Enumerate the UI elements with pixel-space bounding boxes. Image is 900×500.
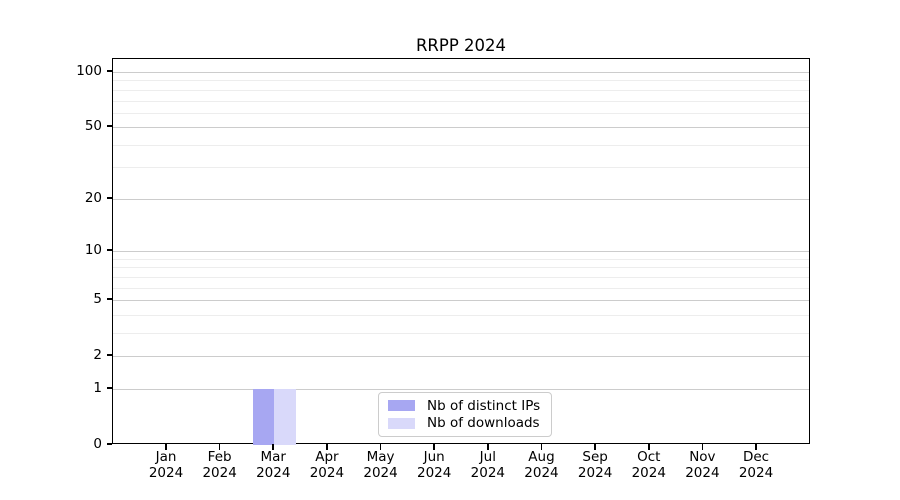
y-tick-label: 2 bbox=[93, 347, 102, 364]
gridline-minor bbox=[113, 144, 809, 146]
y-tick-label: 1 bbox=[93, 379, 102, 396]
x-tick-mark bbox=[272, 444, 275, 450]
gridline-major bbox=[113, 300, 809, 302]
y-tick-mark bbox=[106, 298, 112, 300]
y-tick-mark bbox=[106, 197, 112, 199]
gridline-minor bbox=[113, 167, 809, 169]
gridline-major bbox=[113, 388, 809, 390]
x-tick-label: Nov 2024 bbox=[685, 449, 720, 481]
legend-swatch-downloads bbox=[388, 417, 415, 429]
gridline-minor bbox=[113, 332, 809, 334]
gridline-major bbox=[113, 356, 809, 358]
legend-label-downloads: Nb of downloads bbox=[427, 415, 540, 432]
legend-item-distinct-ips: Nb of distinct IPs bbox=[388, 397, 543, 415]
x-tick-label: Apr 2024 bbox=[309, 449, 345, 481]
x-tick-mark bbox=[755, 444, 757, 450]
gridline-minor bbox=[113, 89, 809, 91]
gridline-major bbox=[113, 198, 809, 200]
plot-area bbox=[112, 58, 810, 445]
y-tick-label: 50 bbox=[84, 118, 102, 135]
x-tick-label: Feb 2024 bbox=[202, 449, 237, 481]
gridline-major bbox=[113, 251, 809, 253]
x-tick-mark bbox=[433, 444, 435, 450]
y-tick-label: 20 bbox=[84, 189, 102, 206]
gridline-minor bbox=[113, 80, 809, 82]
gridline-minor bbox=[113, 276, 809, 278]
x-tick-label: Jul 2024 bbox=[470, 449, 505, 481]
x-tick-label: Jan 2024 bbox=[148, 449, 184, 481]
legend-swatch-distinct-ips bbox=[388, 400, 415, 412]
chart-title: RRPP 2024 bbox=[415, 36, 507, 55]
x-tick-mark bbox=[326, 444, 328, 450]
gridline-minor bbox=[113, 112, 809, 114]
gridline-minor bbox=[113, 100, 809, 102]
x-tick-label: Oct 2024 bbox=[631, 449, 666, 481]
x-tick-mark bbox=[701, 444, 704, 450]
gridline-minor bbox=[113, 267, 809, 269]
gridline-minor bbox=[113, 287, 809, 289]
y-tick-mark bbox=[106, 249, 112, 252]
y-tick-mark bbox=[106, 125, 112, 128]
x-tick-label: Aug 2024 bbox=[524, 449, 559, 481]
y-tick-mark bbox=[106, 70, 112, 72]
y-tick-label: 5 bbox=[93, 291, 102, 308]
x-tick-mark bbox=[487, 444, 489, 450]
x-tick-mark bbox=[218, 444, 221, 450]
gridline-minor bbox=[113, 314, 809, 316]
y-tick-mark bbox=[106, 443, 112, 445]
legend: Nb of distinct IPs Nb of downloads bbox=[378, 392, 552, 437]
x-tick-mark bbox=[379, 444, 382, 450]
x-tick-mark bbox=[647, 444, 650, 450]
x-tick-mark bbox=[594, 444, 596, 450]
gridline-minor bbox=[113, 258, 809, 260]
x-tick-label: May 2024 bbox=[363, 449, 398, 481]
x-tick-label: Mar 2024 bbox=[256, 449, 291, 481]
y-tick-label: 0 bbox=[93, 436, 102, 452]
legend-item-downloads: Nb of downloads bbox=[388, 415, 543, 433]
x-tick-label: Dec 2024 bbox=[738, 449, 774, 481]
gridline-major bbox=[113, 127, 809, 129]
y-tick-mark bbox=[106, 354, 112, 356]
x-tick-label: Jun 2024 bbox=[417, 449, 452, 481]
gridline-major bbox=[113, 72, 809, 74]
y-tick-mark bbox=[106, 387, 112, 389]
legend-label-distinct-ips: Nb of distinct IPs bbox=[427, 397, 541, 414]
x-tick-mark bbox=[165, 444, 167, 450]
x-tick-mark bbox=[540, 444, 543, 450]
bar-distinct-ips bbox=[252, 388, 275, 445]
y-tick-label: 100 bbox=[76, 63, 102, 80]
bar-downloads bbox=[274, 388, 296, 445]
x-tick-label: Sep 2024 bbox=[577, 449, 613, 481]
y-tick-label: 10 bbox=[84, 242, 102, 259]
